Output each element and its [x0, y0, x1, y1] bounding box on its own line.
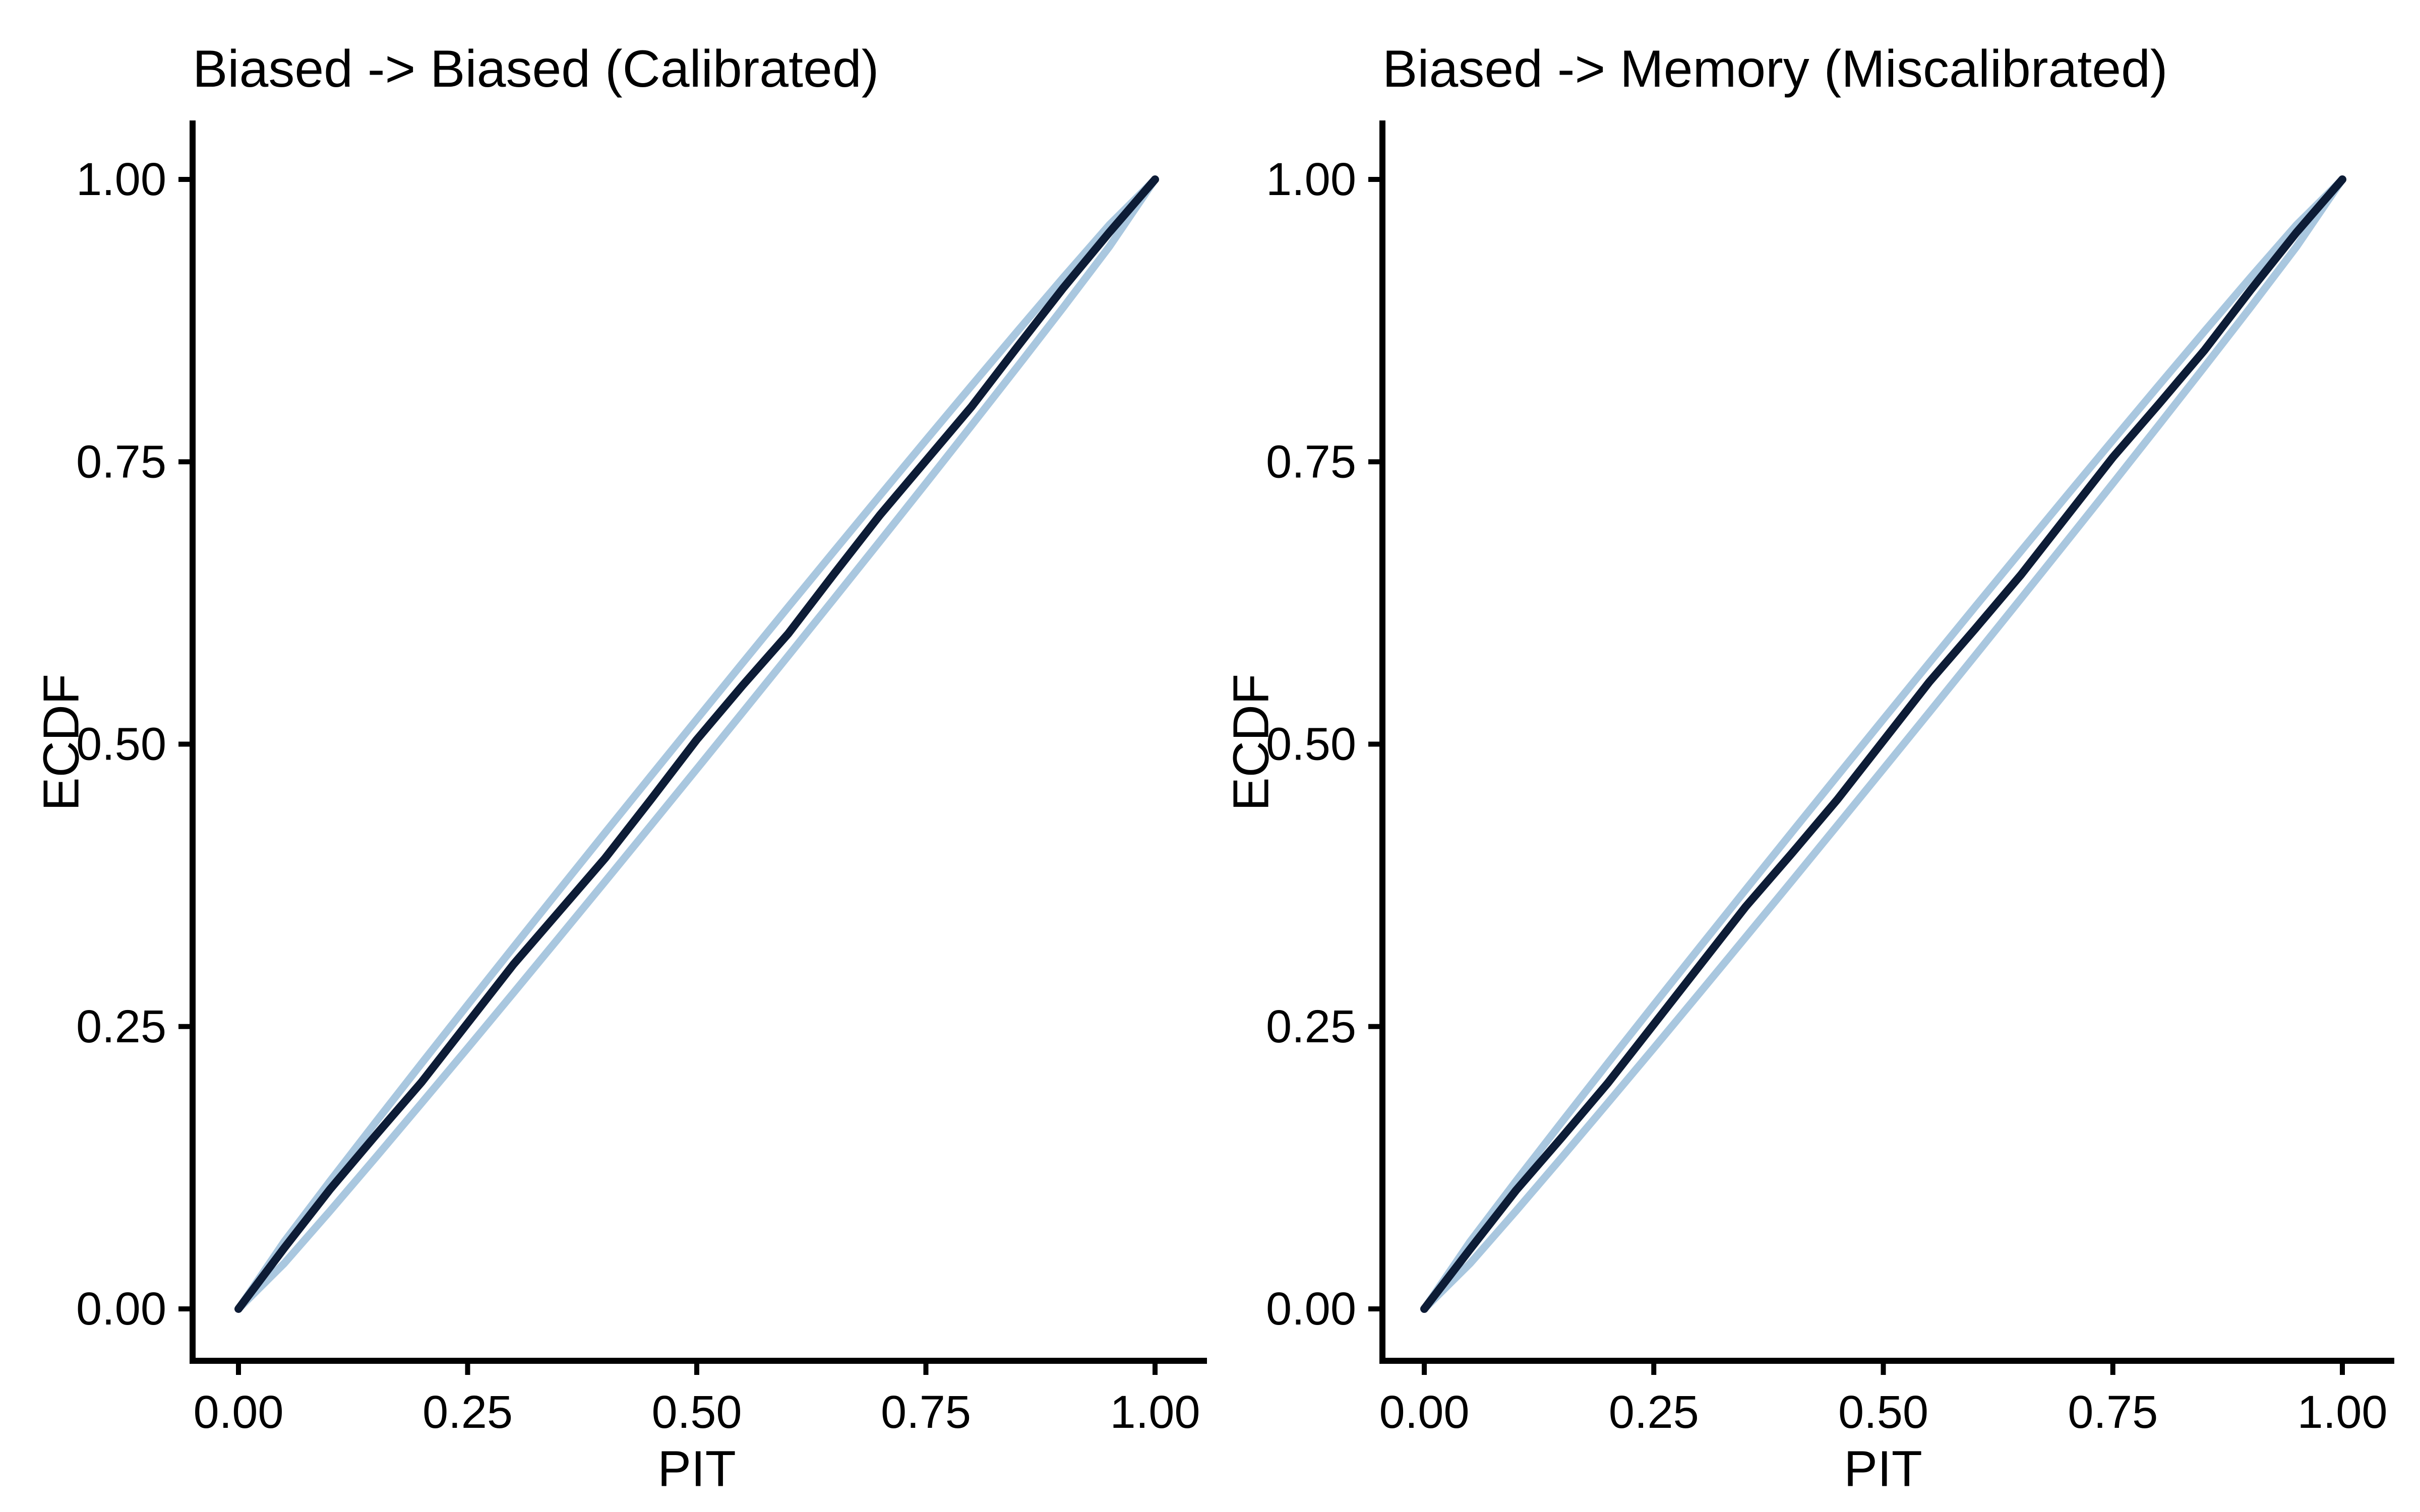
right-panel-y-tick-label: 0.75 — [1266, 436, 1356, 487]
left-panel-confidence-band-lower — [234, 175, 1159, 1313]
right-panel-y-tick-label: 0.25 — [1266, 1001, 1356, 1052]
left-panel-ecdf — [234, 175, 1159, 1313]
left-panel-y-tick-label: 1.00 — [76, 154, 166, 205]
right-panel-y-tick-label: 1.00 — [1266, 154, 1356, 205]
left-panel-y-tick-label: 0.75 — [76, 436, 166, 487]
right-panel-y-tick-label: 0.50 — [1266, 719, 1356, 770]
right-panel-x-tick-label: 0.25 — [1609, 1387, 1699, 1438]
right-panel-x-tick-label: 0.75 — [2068, 1387, 2158, 1438]
right-panel-x-tick-label: 0.00 — [1379, 1387, 1469, 1438]
right-panel-x-tick-label: 0.50 — [1838, 1387, 1928, 1438]
left-panel: 0.00 0.25 0.50 0.75 1.00 0.00 0.25 0.50 0.75 1.00 — [76, 120, 1207, 1438]
left-panel-x-tick-label: 0.00 — [193, 1387, 283, 1438]
left-panel-x-tick-label: 0.50 — [651, 1387, 742, 1438]
left-panel-y-tick-label: 0.00 — [76, 1283, 166, 1335]
right-panel-confidence-band-lower — [1420, 175, 2346, 1313]
left-panel-y-tick-label: 0.50 — [76, 719, 166, 770]
y-axis-title-right: ECDF — [1223, 673, 1280, 811]
panel-title-left: Biased -> Biased (Calibrated) — [193, 40, 879, 98]
right-panel-y-tick-label: 0.00 — [1266, 1283, 1356, 1335]
x-axis-title-left: PIT — [657, 1440, 736, 1497]
right-panel: 0.00 0.25 0.50 0.75 1.00 0.00 0.25 0.50 0.75 1.00 — [1266, 120, 2394, 1438]
x-axis-title-right: PIT — [1844, 1440, 1922, 1497]
left-panel-x-tick-label: 1.00 — [1110, 1387, 1200, 1438]
y-axis-title-left: ECDF — [33, 673, 90, 811]
panel-title-right: Biased -> Memory (Miscalibrated) — [1382, 40, 2168, 98]
left-panel-x-tick-label: 0.75 — [881, 1387, 971, 1438]
left-panel-confidence-band-upper — [234, 175, 1159, 1313]
right-panel-ecdf — [1420, 175, 2346, 1313]
right-panel-confidence-band-upper — [1420, 175, 2346, 1313]
left-panel-y-tick-label: 0.25 — [76, 1001, 166, 1052]
right-panel-x-tick-label: 1.00 — [2297, 1387, 2387, 1438]
left-panel-x-tick-label: 0.25 — [422, 1387, 513, 1438]
